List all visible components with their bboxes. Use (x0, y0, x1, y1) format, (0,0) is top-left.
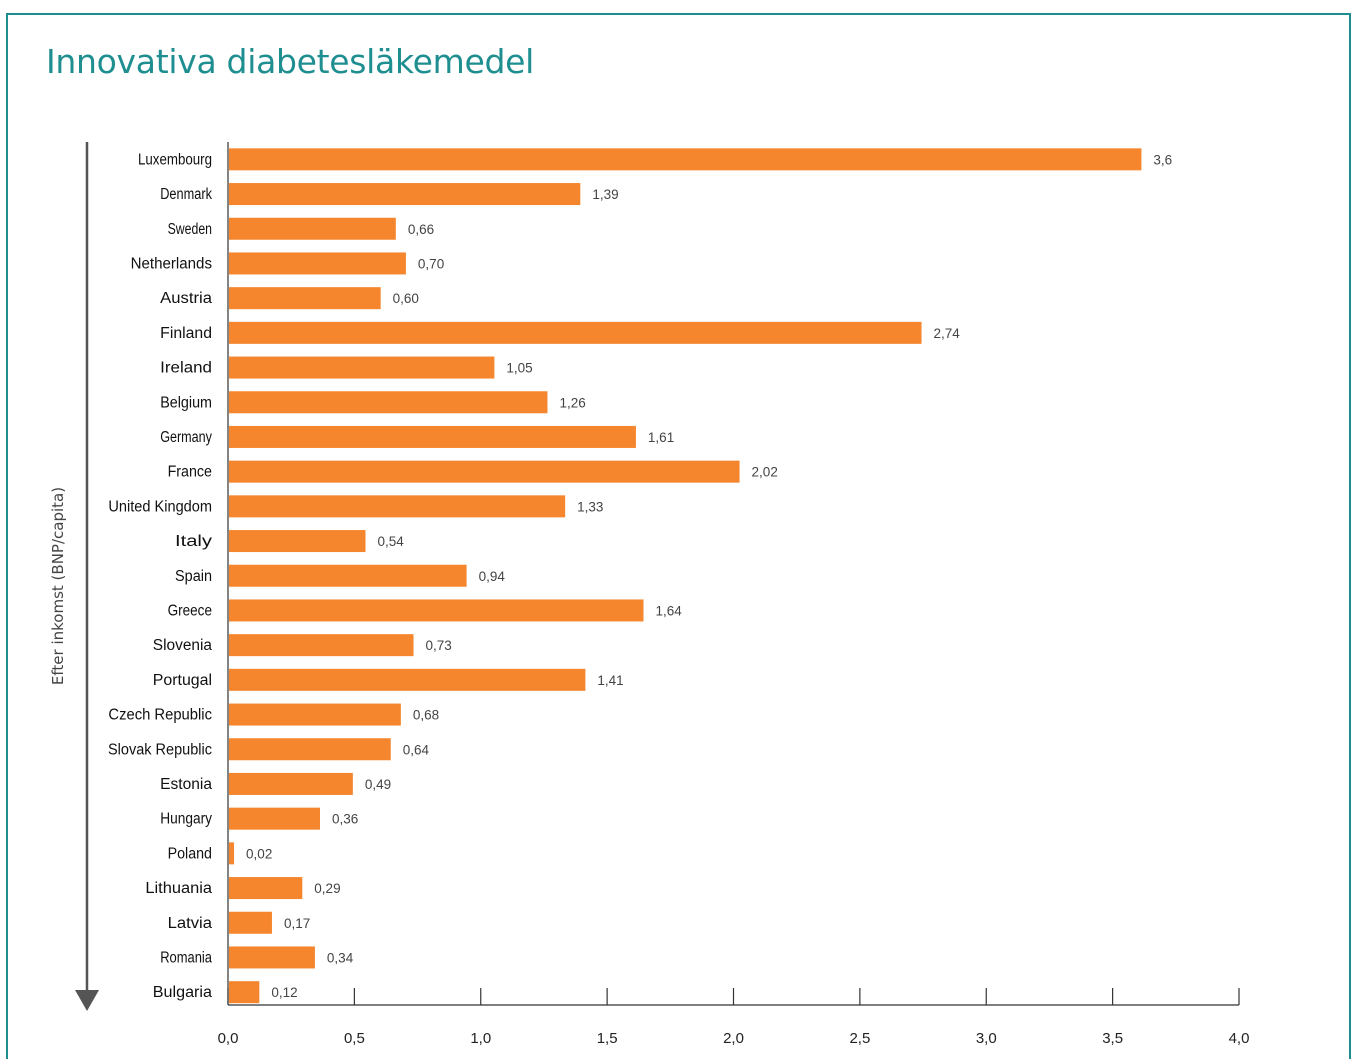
chart-title: Innovativa diabetesläkemedel (46, 42, 534, 81)
bar (229, 495, 566, 518)
category-label: Netherlands (131, 255, 213, 272)
bar (229, 287, 381, 310)
bar (229, 425, 636, 448)
income-order-arrow (75, 142, 99, 1011)
value-label: 0,66 (408, 222, 434, 237)
category-label: Sweden (168, 221, 212, 238)
category-label: Bulgaria (153, 984, 213, 1001)
value-label: 0,02 (246, 846, 272, 861)
value-label: 0,49 (365, 777, 391, 792)
category-label: Romania (160, 949, 212, 966)
category-label: Slovak Republic (108, 741, 212, 758)
x-tick-label: 4,0 (1229, 1030, 1250, 1047)
x-tick-label: 3,0 (976, 1030, 997, 1047)
category-label: Greece (168, 602, 212, 619)
value-label: 0,94 (479, 569, 506, 584)
category-label: France (168, 464, 212, 481)
value-label: 1,05 (506, 361, 532, 376)
category-label: Portugal (153, 672, 212, 689)
bar (229, 668, 586, 691)
value-label: 1,64 (656, 603, 683, 618)
value-label: 2,02 (752, 465, 778, 480)
bar (229, 981, 260, 1004)
value-label: 1,39 (592, 187, 618, 202)
bar (229, 807, 320, 830)
value-label: 0,17 (284, 916, 310, 931)
bar (229, 356, 495, 379)
category-label: Austria (160, 290, 212, 307)
x-tick-label: 2,0 (723, 1030, 744, 1047)
value-label: 0,34 (327, 950, 354, 965)
category-label: Ireland (160, 360, 212, 377)
category-label: Hungary (160, 811, 212, 828)
bar (229, 530, 366, 553)
bar (229, 842, 235, 865)
category-label: Italy (175, 533, 212, 550)
value-label: 0,64 (403, 742, 430, 757)
category-label: Latvia (168, 915, 213, 932)
bar (229, 460, 740, 483)
category-label: Spain (175, 568, 212, 585)
category-label: United Kingdom (108, 498, 212, 515)
value-label: 0,60 (393, 291, 419, 306)
bar (229, 911, 272, 934)
value-label: 0,54 (377, 534, 404, 549)
x-tick-label: 2,5 (849, 1030, 870, 1047)
bar (229, 738, 391, 761)
value-label: 3,6 (1153, 152, 1172, 167)
value-label: 1,41 (597, 673, 623, 688)
value-label: 1,61 (648, 430, 674, 445)
value-label: 1,26 (559, 395, 585, 410)
value-label: 1,33 (577, 499, 603, 514)
category-label: Poland (168, 845, 212, 862)
category-label: Germany (160, 429, 212, 446)
x-tick-label: 3,5 (1102, 1030, 1123, 1047)
bar (229, 148, 1142, 171)
category-label: Slovenia (153, 637, 213, 654)
x-tick-label: 0,5 (344, 1030, 365, 1047)
category-label: Czech Republic (108, 707, 212, 724)
value-label: 0,36 (332, 812, 358, 827)
bar (229, 391, 548, 414)
value-label: 2,74 (934, 326, 961, 341)
bar (229, 634, 414, 657)
bar (229, 772, 353, 795)
x-tick-label: 0,0 (218, 1030, 239, 1047)
bar (229, 877, 303, 900)
bar (229, 217, 396, 240)
bar (229, 946, 315, 969)
bar (229, 321, 922, 344)
bar (229, 252, 406, 275)
category-label: Luxembourg (138, 151, 212, 168)
value-label: 0,73 (426, 638, 452, 653)
bar (229, 564, 467, 587)
bar (229, 703, 401, 726)
category-label: Estonia (160, 776, 212, 793)
value-label: 0,12 (271, 985, 297, 1000)
bar (229, 599, 644, 622)
bar (229, 183, 581, 206)
value-label: 0,70 (418, 256, 444, 271)
value-label: 0,68 (413, 708, 439, 723)
x-tick-label: 1,0 (470, 1030, 491, 1047)
category-label: Denmark (160, 186, 212, 203)
category-label: Lithuania (145, 880, 212, 897)
category-label: Belgium (160, 394, 212, 411)
value-label: 0,29 (314, 881, 340, 896)
x-tick-label: 1,5 (597, 1030, 618, 1047)
category-label: Finland (160, 325, 212, 342)
